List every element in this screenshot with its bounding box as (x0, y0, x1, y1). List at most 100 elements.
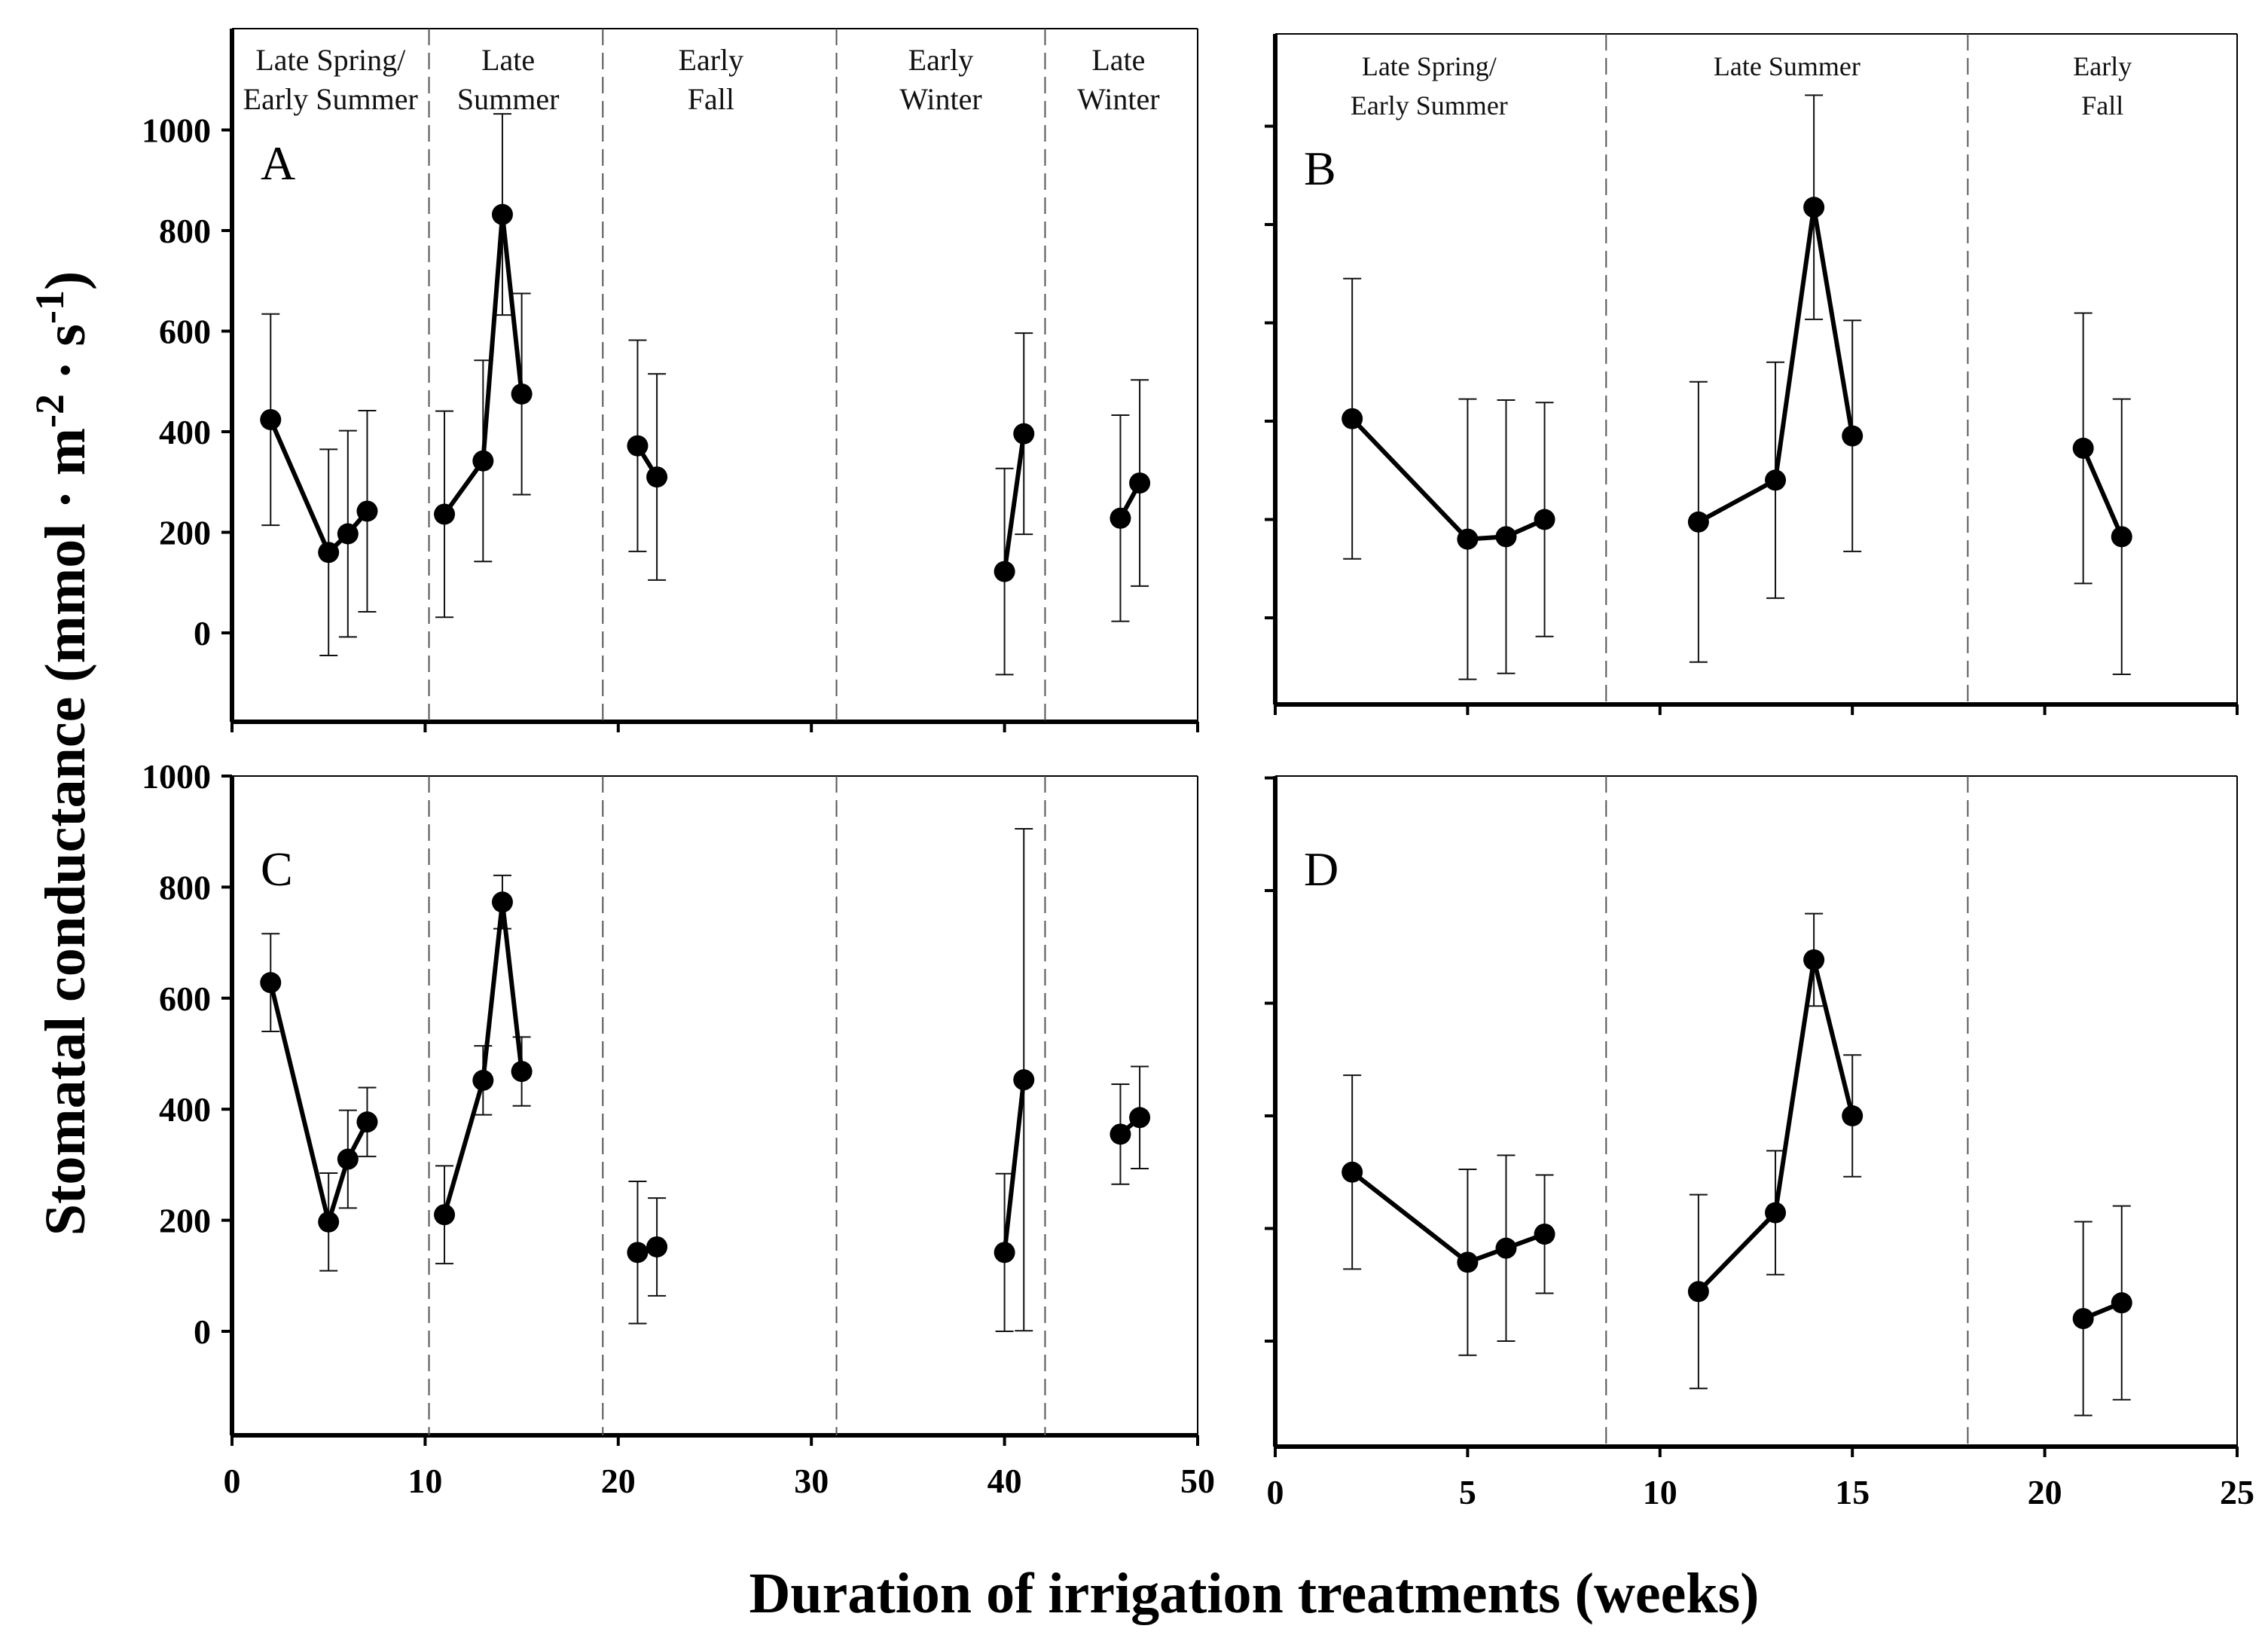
x-tick-label: 25 (2220, 1473, 2254, 1511)
series-line (1696, 957, 1855, 1294)
data-point (337, 523, 359, 545)
x-tick-label: 0 (224, 1462, 241, 1500)
season-label: Winter (1077, 82, 1159, 116)
data-point (1129, 472, 1151, 494)
data-point (318, 542, 340, 564)
season-label: Winter (899, 82, 981, 116)
data-point (1342, 1161, 1363, 1183)
x-tick-label: 50 (1180, 1462, 1215, 1500)
season-label: Early Summer (243, 82, 418, 116)
panel-b: Late Spring/Early Summer Late Summer Early… (1265, 33, 2239, 715)
data-point (1342, 408, 1363, 429)
data-point (511, 1061, 533, 1083)
data-point (994, 1242, 1015, 1264)
data-point (337, 1148, 359, 1170)
series-line (1351, 417, 1546, 542)
data-point (1457, 528, 1479, 550)
panel-label: D (1304, 842, 1339, 896)
series-line (268, 982, 370, 1224)
x-tick-label: 20 (2028, 1473, 2062, 1511)
series-line (268, 418, 369, 555)
data-point (1534, 509, 1555, 530)
y-tick-label: 600 (159, 979, 211, 1018)
panel-label: C (261, 842, 293, 896)
x-tick-label: 40 (987, 1462, 1022, 1500)
data-point (260, 972, 282, 994)
data-point (356, 500, 378, 522)
x-tick-label: 0 (1267, 1473, 1284, 1511)
data-point (1110, 1123, 1131, 1145)
data-point (1110, 507, 1131, 529)
data-point (1013, 423, 1035, 445)
y-tick-label: 200 (159, 1202, 211, 1240)
y-tick-label: 0 (194, 1312, 211, 1351)
x-tick-label: 20 (601, 1462, 636, 1500)
data-point (1765, 469, 1787, 491)
x-tick-label: 5 (1459, 1473, 1476, 1511)
season-label: Late Spring/ (255, 43, 406, 77)
x-axis-title: Duration of irrigation treatments (weeks… (749, 1562, 1760, 1625)
season-label: Fall (688, 82, 734, 116)
y-tick-label: 1000 (142, 757, 211, 796)
season-label: Late (481, 43, 535, 77)
data-point (318, 1211, 340, 1233)
series-line (1351, 1170, 1546, 1265)
data-point (2111, 526, 2132, 548)
data-point (1013, 1069, 1035, 1091)
data-point (646, 466, 668, 488)
y-tick-label: 400 (159, 413, 211, 451)
data-point (1534, 1223, 1555, 1245)
y-tick-label: 400 (159, 1090, 211, 1129)
data-point (1495, 526, 1517, 548)
data-point (646, 1236, 668, 1257)
season-label: Fall (2081, 90, 2123, 121)
data-point (1129, 1107, 1151, 1129)
y-tick-label: 600 (159, 313, 211, 351)
data-point (1495, 1237, 1517, 1259)
data-point (434, 503, 456, 525)
x-tick-label: 10 (1643, 1473, 1677, 1511)
data-point (1687, 511, 1709, 533)
series-line (1002, 1079, 1027, 1253)
series-line (2080, 447, 2124, 538)
y-tick-label: 200 (159, 514, 211, 552)
season-label: Summer (457, 82, 560, 116)
panel-label: A (261, 136, 295, 190)
y-tick-label: 800 (159, 868, 211, 906)
panel-d: 0 5 10 15 20 25 D (1265, 775, 2254, 1511)
data-point (472, 450, 494, 472)
data-point (491, 203, 513, 225)
panel-c: 0 200 400 600 800 1000 0 10 20 30 40 50 C (142, 757, 1215, 1500)
data-point (1457, 1251, 1479, 1273)
series-line (1697, 205, 1855, 524)
data-point (511, 383, 533, 405)
data-point (1842, 1105, 1864, 1126)
data-point (434, 1204, 456, 1226)
x-tick-label: 15 (1835, 1473, 1870, 1511)
data-point (2111, 1292, 2132, 1314)
data-point (1687, 1281, 1709, 1303)
season-label: Early Summer (1351, 90, 1508, 121)
series-line (1002, 433, 1027, 573)
data-point (994, 561, 1015, 582)
x-tick-label: 10 (408, 1462, 442, 1500)
season-label: Early (679, 43, 744, 77)
series-line (442, 900, 524, 1216)
data-point (2072, 1308, 2094, 1330)
data-point (1842, 425, 1864, 447)
panel-label: B (1304, 142, 1336, 195)
season-label: Late Spring/ (1362, 51, 1497, 81)
data-point (260, 408, 282, 430)
data-point (1765, 1202, 1787, 1224)
y-tick-label: 0 (194, 614, 211, 652)
x-tick-label: 30 (794, 1462, 829, 1500)
y-tick-label: 800 (159, 212, 211, 250)
data-point (1803, 197, 1825, 218)
panel-a: 0 200 400 600 800 1000 Late Spring/Early Summe… (142, 28, 1199, 732)
series-line (442, 212, 524, 516)
data-point (627, 1242, 649, 1264)
data-point (1803, 949, 1825, 970)
y-tick-label: 1000 (142, 112, 211, 150)
season-label: Late (1091, 43, 1145, 77)
